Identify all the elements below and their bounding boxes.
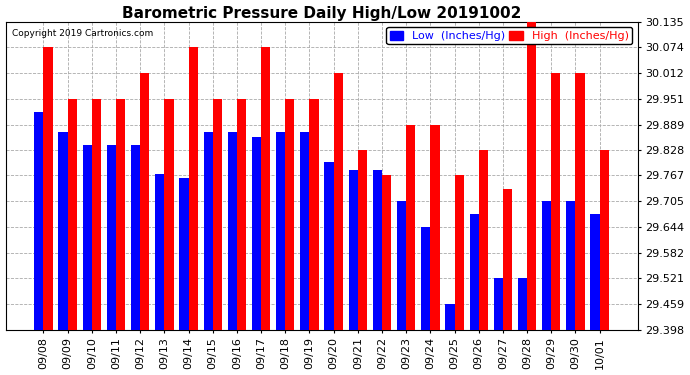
Bar (542, 201, 551, 330)
Bar (155, 174, 164, 330)
Bar (131, 145, 140, 330)
Bar (179, 178, 188, 330)
Bar (527, 22, 536, 330)
Bar (188, 47, 198, 330)
Text: Copyright 2019 Cartronics.com: Copyright 2019 Cartronics.com (12, 29, 153, 38)
Bar (228, 132, 237, 330)
Bar (276, 132, 285, 330)
Bar (358, 150, 367, 330)
Bar (382, 176, 391, 330)
Bar (107, 145, 116, 330)
Legend: Low  (Inches/Hg), High  (Inches/Hg): Low (Inches/Hg), High (Inches/Hg) (386, 27, 632, 44)
Bar (494, 278, 503, 330)
Bar (566, 201, 575, 330)
Bar (397, 201, 406, 330)
Bar (348, 170, 358, 330)
Bar (431, 124, 440, 330)
Bar (309, 99, 319, 330)
Bar (68, 99, 77, 330)
Bar (600, 150, 609, 330)
Bar (334, 73, 343, 330)
Bar (503, 189, 512, 330)
Bar (406, 124, 415, 330)
Bar (59, 132, 68, 330)
Bar (479, 150, 488, 330)
Bar (300, 132, 309, 330)
Bar (213, 99, 222, 330)
Bar (324, 162, 334, 330)
Bar (285, 99, 295, 330)
Bar (445, 304, 455, 330)
Bar (469, 214, 479, 330)
Bar (116, 99, 125, 330)
Bar (140, 73, 150, 330)
Bar (591, 214, 600, 330)
Bar (421, 227, 431, 330)
Bar (373, 170, 382, 330)
Bar (237, 99, 246, 330)
Bar (92, 99, 101, 330)
Bar (252, 136, 261, 330)
Bar (83, 145, 92, 330)
Bar (43, 47, 52, 330)
Bar (455, 176, 464, 330)
Title: Barometric Pressure Daily High/Low 20191002: Barometric Pressure Daily High/Low 20191… (122, 6, 521, 21)
Bar (575, 73, 584, 330)
Bar (261, 47, 270, 330)
Bar (518, 278, 527, 330)
Bar (34, 111, 43, 330)
Bar (551, 73, 560, 330)
Bar (164, 99, 174, 330)
Bar (204, 132, 213, 330)
